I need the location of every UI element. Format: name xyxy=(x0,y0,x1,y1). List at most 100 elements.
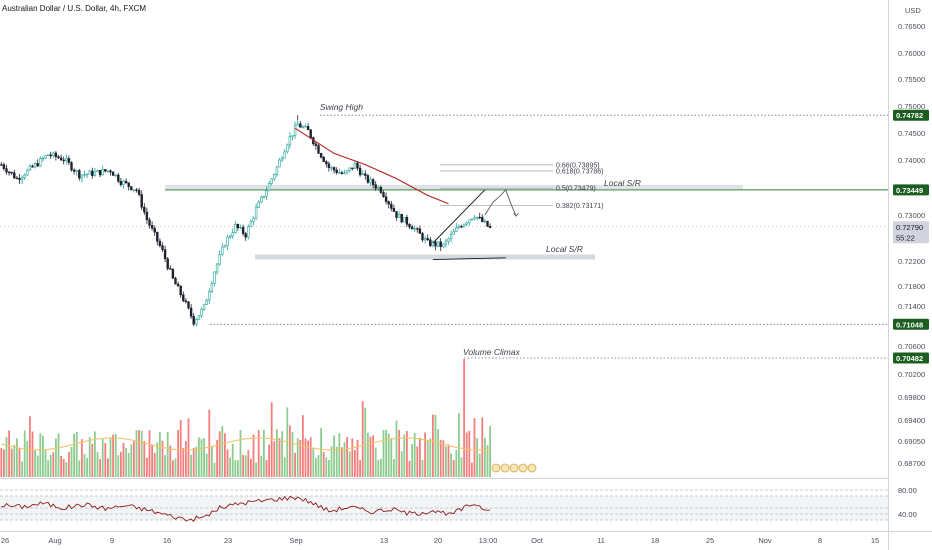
candle-body xyxy=(296,123,299,126)
candle-body xyxy=(150,225,154,229)
candle-body xyxy=(241,226,245,234)
candle-body xyxy=(15,177,19,180)
candle-body xyxy=(70,162,73,171)
volume-bar xyxy=(83,454,86,477)
volume-bar xyxy=(343,442,346,477)
candle-body xyxy=(483,220,487,223)
volume-bar xyxy=(36,455,39,477)
volume-bar xyxy=(94,431,96,477)
candle-body xyxy=(361,173,364,176)
candle-body xyxy=(223,245,227,248)
candle-body xyxy=(431,241,435,246)
volume-bar xyxy=(166,431,169,477)
volume-bar xyxy=(426,440,429,477)
moving-average-line xyxy=(294,127,449,205)
candle-body xyxy=(460,226,463,228)
candle-body xyxy=(345,170,349,174)
volume-bar xyxy=(315,458,317,477)
candle-body xyxy=(384,196,388,202)
volume-bar xyxy=(390,437,393,477)
candle-body xyxy=(267,183,271,192)
candle-body xyxy=(7,171,11,174)
candle-body xyxy=(5,168,8,173)
candle-body xyxy=(314,143,318,146)
volume-bar xyxy=(257,430,260,477)
volume-bar xyxy=(5,437,8,477)
volume-bar xyxy=(229,457,231,477)
candle-body xyxy=(187,301,190,309)
volume-bar xyxy=(135,430,138,477)
volume-bar xyxy=(218,431,221,477)
candle-body xyxy=(26,169,29,176)
candle-body xyxy=(358,167,362,176)
price-tick-label: 0.76000 xyxy=(898,49,925,58)
candle-body xyxy=(88,170,91,175)
volume-bar xyxy=(143,441,146,477)
volume-bar xyxy=(200,439,203,477)
volume-bar xyxy=(187,418,190,477)
candle-body xyxy=(156,231,159,242)
volume-bar xyxy=(140,430,143,477)
candle-body xyxy=(322,156,325,162)
volume-bar xyxy=(47,460,49,477)
volume-bar xyxy=(408,460,411,477)
candle-body xyxy=(278,159,281,168)
price-tag-label: 0.70482 xyxy=(896,354,923,363)
volume-bar xyxy=(359,460,361,477)
candle-body xyxy=(23,174,26,178)
rsi-band xyxy=(0,496,888,520)
volume-bar xyxy=(270,402,273,477)
volume-bar xyxy=(26,440,29,477)
candle-body xyxy=(413,228,416,230)
event-icon xyxy=(500,463,510,473)
main-pane xyxy=(0,0,888,478)
price-tick-label: 0.70200 xyxy=(898,370,925,379)
candle-body xyxy=(457,226,461,228)
volume-bar xyxy=(413,432,416,477)
price-tick-label: 0.74000 xyxy=(898,156,925,165)
volume-bar xyxy=(445,446,447,477)
volume-bar xyxy=(468,431,471,477)
candle-body xyxy=(119,180,123,186)
candle-body xyxy=(124,180,128,184)
candle-body xyxy=(197,315,201,320)
candle-body xyxy=(169,268,172,270)
candle-body xyxy=(210,282,214,293)
candle-body xyxy=(288,136,292,146)
candle-body xyxy=(127,182,130,187)
candle-body xyxy=(481,216,484,223)
candle-body xyxy=(473,217,476,220)
price-tag-label: 0.72790 xyxy=(896,223,923,232)
candle-body xyxy=(13,172,16,179)
candle-body xyxy=(348,167,351,171)
volume-bar xyxy=(0,448,3,477)
candle-body xyxy=(304,126,307,128)
candle-body xyxy=(387,201,390,205)
volume-bar xyxy=(452,459,455,477)
candle-body xyxy=(421,233,424,241)
event-icon xyxy=(527,463,537,473)
candle-body xyxy=(405,216,409,225)
candle-body xyxy=(143,206,146,213)
volume-bar xyxy=(179,420,182,477)
volume-bar xyxy=(322,451,325,477)
volume-bar xyxy=(361,401,364,477)
time-tick-label: 9 xyxy=(110,536,114,545)
time-tick-label: 20 xyxy=(434,536,442,545)
volume-bar xyxy=(195,446,198,477)
volume-bar xyxy=(255,462,257,477)
volume-bar xyxy=(437,429,439,477)
time-tick-label: 11 xyxy=(597,536,605,545)
fib-label-0.618: 0.618(0.73786) xyxy=(556,168,603,175)
price-tick-label: 0.71800 xyxy=(898,282,925,291)
candle-body xyxy=(161,245,164,251)
candle-body xyxy=(104,169,107,172)
volume-bar xyxy=(174,458,177,477)
candle-body xyxy=(257,201,260,208)
candle-body xyxy=(39,158,42,167)
price-tag-bg xyxy=(893,352,929,364)
candle-body xyxy=(148,219,151,226)
candle-body xyxy=(78,170,81,179)
candle-body xyxy=(28,165,32,171)
